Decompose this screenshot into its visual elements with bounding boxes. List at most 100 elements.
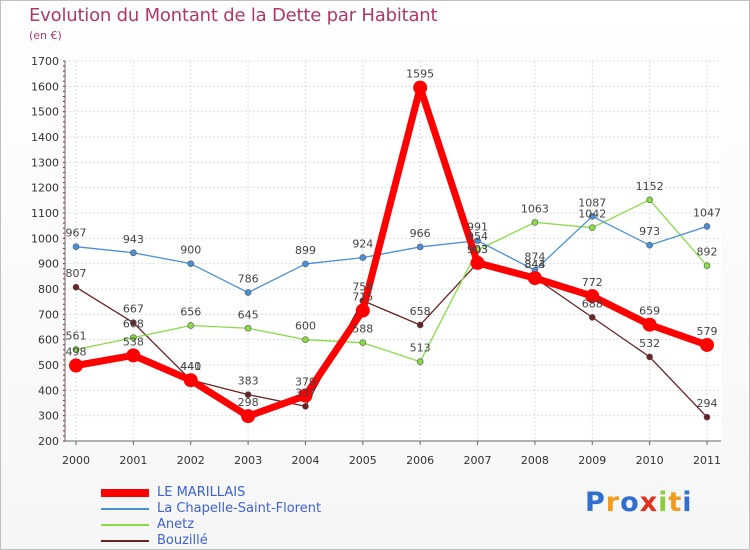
- data-label: 532: [639, 337, 660, 350]
- data-point: [244, 324, 252, 332]
- x-tick-label: 2004: [291, 454, 319, 467]
- logo-letter: i: [682, 487, 693, 518]
- logo-letter: P: [585, 487, 606, 518]
- y-tick-label: 1000: [31, 232, 59, 245]
- y-tick-label: 1500: [31, 106, 59, 119]
- y-tick-label: 1100: [31, 207, 59, 220]
- data-point: [588, 314, 596, 321]
- data-point: [474, 237, 481, 244]
- data-label: 844: [524, 258, 545, 271]
- data-point: [588, 212, 596, 220]
- data-label: 1152: [636, 180, 664, 193]
- x-tick-label: 2011: [693, 454, 721, 467]
- data-label: 667: [123, 303, 144, 316]
- data-point: [241, 409, 256, 424]
- data-label: 498: [66, 346, 87, 359]
- chart-subtitle: (en €): [29, 29, 62, 42]
- series-line: [72, 84, 711, 420]
- data-label: 294: [697, 397, 718, 410]
- legend-label: La Chapelle-Saint-Florent: [157, 501, 322, 516]
- y-tick-label: 1600: [31, 80, 59, 93]
- series-line: [75, 262, 708, 418]
- data-point: [359, 339, 367, 347]
- y-tick-label: 1700: [31, 55, 59, 68]
- data-point: [244, 289, 252, 296]
- data-label: 874: [524, 250, 545, 263]
- y-tick-label: 1400: [31, 131, 59, 144]
- data-point: [302, 402, 309, 410]
- data-label: 966: [410, 227, 431, 240]
- data-point: [183, 373, 198, 388]
- data-point: [413, 80, 428, 95]
- logo-letter: o: [620, 487, 640, 518]
- data-label: 1047: [693, 206, 721, 219]
- data-label: 659: [639, 305, 660, 318]
- data-label: 903: [467, 243, 488, 256]
- data-label: 892: [697, 246, 718, 259]
- data-label: 538: [123, 335, 144, 348]
- data-point: [130, 249, 137, 257]
- data-point: [703, 262, 711, 269]
- chart-title: Evolution du Montant de la Dette par Hab…: [29, 5, 438, 26]
- x-tick-label: 2009: [578, 454, 606, 467]
- data-point: [531, 219, 539, 226]
- data-label: 658: [410, 305, 431, 318]
- data-label: 608: [123, 318, 144, 331]
- data-label: 441: [180, 360, 201, 373]
- data-point: [703, 223, 711, 230]
- x-tick-label: 2000: [62, 454, 90, 467]
- data-label: 1595: [406, 68, 434, 81]
- data-label: 772: [582, 276, 603, 289]
- y-tick-label: 400: [38, 384, 59, 397]
- data-point: [416, 358, 424, 366]
- y-tick-label: 700: [38, 308, 59, 321]
- data-point: [72, 283, 80, 291]
- data-point: [646, 196, 653, 204]
- data-point: [130, 319, 137, 326]
- y-tick-label: 200: [38, 435, 59, 448]
- legend-swatch: [101, 508, 149, 510]
- y-tick-label: 900: [38, 258, 59, 271]
- data-label: 807: [66, 267, 87, 280]
- legend-swatch: [101, 489, 149, 497]
- x-tick-label: 2003: [234, 454, 262, 467]
- y-tick-label: 1200: [31, 182, 59, 195]
- data-label: 967: [66, 227, 87, 240]
- data-label: 943: [123, 233, 144, 246]
- data-point: [642, 317, 657, 332]
- series-line: [75, 215, 708, 294]
- y-tick-label: 800: [38, 283, 59, 296]
- x-tick-label: 2010: [636, 454, 664, 467]
- data-label: 656: [180, 305, 201, 318]
- data-label: 903: [467, 243, 488, 256]
- data-label: 298: [238, 396, 259, 409]
- data-label: 645: [238, 308, 259, 321]
- data-point: [187, 322, 195, 329]
- data-point: [130, 334, 137, 341]
- legend-label: Anetz: [157, 517, 195, 532]
- data-label: 440: [180, 360, 201, 373]
- proxiti-logo: Proxiti: [585, 487, 693, 518]
- data-label: 588: [352, 323, 373, 336]
- data-point: [416, 243, 424, 251]
- data-label: 900: [180, 244, 201, 257]
- data-point: [244, 391, 252, 398]
- data-point: [588, 224, 596, 231]
- data-point: [302, 336, 309, 343]
- data-label: 579: [697, 325, 718, 338]
- data-label: 337: [295, 386, 316, 399]
- data-label: 954: [467, 230, 488, 243]
- x-tick-label: 2001: [119, 454, 147, 467]
- data-label: 899: [295, 244, 316, 257]
- data-point: [703, 413, 711, 421]
- y-tick-label: 300: [38, 410, 59, 423]
- logo-letter: r: [605, 487, 621, 518]
- data-point: [646, 241, 653, 249]
- data-point: [416, 321, 424, 329]
- legend-label: Bouzillé: [157, 533, 208, 548]
- x-tick-label: 2002: [177, 454, 205, 467]
- data-point: [187, 260, 195, 267]
- data-label: 924: [352, 238, 373, 251]
- data-point: [298, 388, 313, 403]
